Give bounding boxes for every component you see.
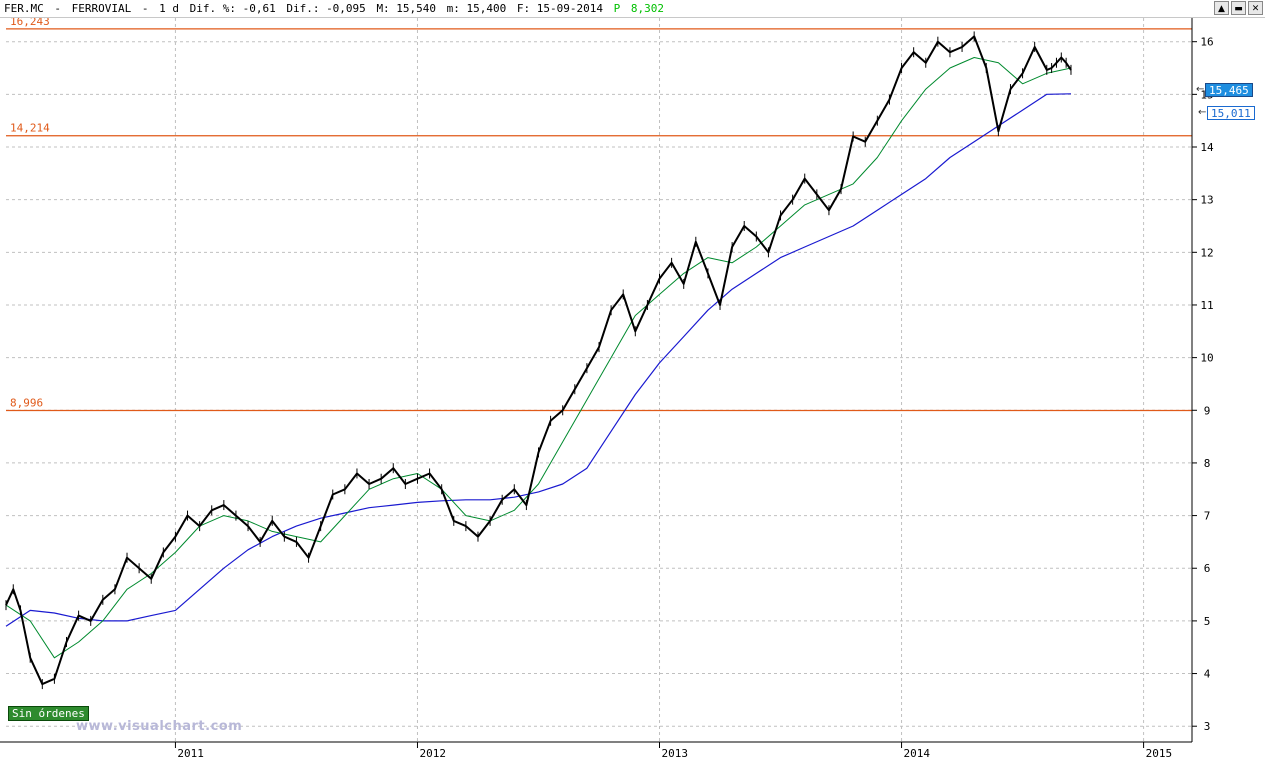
chart-header: FER.MC - FERROVIAL - 1 d Dif. %: -0,61 D… xyxy=(0,0,1265,18)
y-tick-label: 14 xyxy=(1200,141,1214,154)
minimize-button[interactable]: ▬ xyxy=(1231,1,1246,15)
level-label: 8,996 xyxy=(10,396,43,409)
axes: 3456789101112131415162011201220132014201… xyxy=(0,18,1214,760)
orders-status-badge[interactable]: Sin órdenes xyxy=(8,706,89,721)
dash: - xyxy=(54,2,61,15)
y-tick-label: 10 xyxy=(1200,352,1213,365)
y-tick-label: 5 xyxy=(1204,615,1211,628)
price-series xyxy=(5,31,1072,690)
x-tick-label: 2014 xyxy=(904,747,931,760)
last-price-badge: 15,465 xyxy=(1205,83,1253,97)
x-tick-label: 2015 xyxy=(1146,747,1173,760)
arrow-left-icon: ← xyxy=(1196,84,1205,95)
instrument-name: FERROVIAL xyxy=(71,2,132,15)
p-value: 8,302 xyxy=(630,2,664,15)
dif-pct: Dif. %: -0,61 xyxy=(189,2,276,15)
watermark: www.visualchart.com xyxy=(76,719,243,734)
x-tick-label: 2013 xyxy=(662,747,689,760)
window-controls: ▲ ▬ ✕ xyxy=(1214,1,1263,15)
horizontal-levels: 16,243 14,214 8,996 xyxy=(6,15,1192,412)
level-label: 14,214 xyxy=(10,122,50,135)
symbol: FER.MC xyxy=(4,2,44,15)
restore-button[interactable]: ▲ xyxy=(1214,1,1229,15)
price-line xyxy=(5,35,1072,686)
y-tick-label: 11 xyxy=(1200,299,1213,312)
date: F: 15-09-2014 xyxy=(516,2,603,15)
interval: 1 d xyxy=(159,2,179,15)
ma-value-badge: 15,011 xyxy=(1207,106,1255,120)
level-label: 16,243 xyxy=(10,15,50,28)
x-tick-label: 2012 xyxy=(419,747,446,760)
arrow-left-icon: ← xyxy=(1198,107,1207,118)
ma-long-series xyxy=(5,93,1072,627)
y-tick-label: 13 xyxy=(1200,194,1213,207)
min: m: 15,400 xyxy=(446,2,507,15)
grid xyxy=(6,18,1192,742)
dash: - xyxy=(141,2,149,15)
y-tick-label: 9 xyxy=(1204,404,1211,417)
y-tick-label: 4 xyxy=(1204,668,1211,681)
y-tick-label: 7 xyxy=(1204,510,1211,523)
y-tick-label: 8 xyxy=(1204,457,1211,470)
y-tick-label: 3 xyxy=(1204,720,1211,733)
ma_short-line xyxy=(5,57,1072,659)
max: M: 15,540 xyxy=(376,2,437,15)
ma_long-line xyxy=(5,93,1072,627)
x-tick-label: 2011 xyxy=(177,747,204,760)
close-button[interactable]: ✕ xyxy=(1248,1,1263,15)
ma-short-series xyxy=(5,57,1072,659)
y-tick-label: 16 xyxy=(1200,36,1213,49)
y-tick-label: 12 xyxy=(1200,246,1213,259)
p-label: P xyxy=(613,2,621,15)
y-tick-label: 6 xyxy=(1204,562,1211,575)
dif: Dif.: -0,095 xyxy=(286,2,366,15)
